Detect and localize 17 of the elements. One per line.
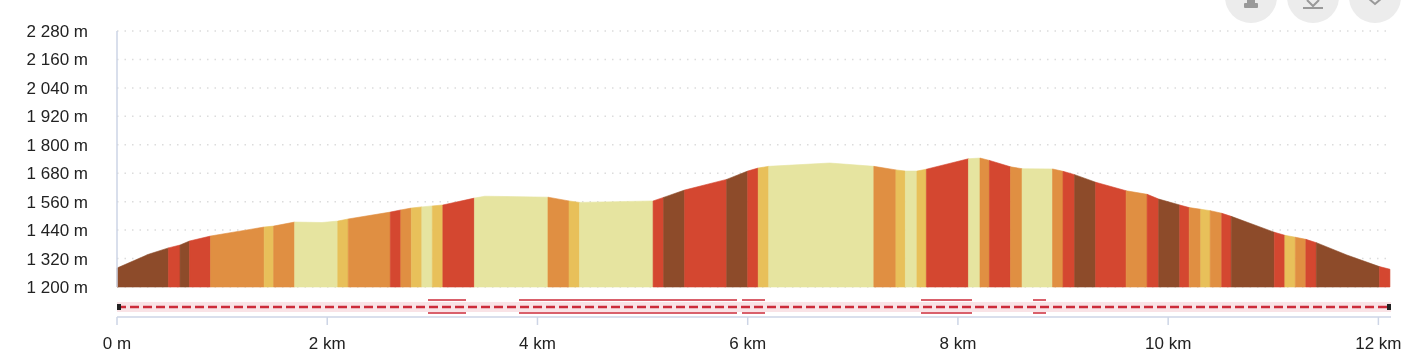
y-tick-label: 1 800 m	[26, 135, 88, 155]
y-tick-label: 1 920 m	[26, 107, 88, 127]
x-tick-label: 2 km	[308, 334, 346, 353]
x-tick-label: 0 m	[102, 334, 132, 353]
y-tick-label: 1 320 m	[26, 249, 88, 269]
x-tick-label: 12 km	[1355, 334, 1402, 353]
y-tick-label: 1 440 m	[26, 221, 88, 241]
y-tick-label: 2 160 m	[26, 50, 88, 70]
x-tick-label: 6 km	[729, 334, 767, 353]
y-tick-label: 1 560 m	[26, 192, 88, 212]
y-tick-label: 2 040 m	[26, 78, 88, 98]
x-tick-label: 10 km	[1145, 334, 1192, 353]
y-tick-label: 2 280 m	[26, 21, 88, 41]
y-tick-label: 1 200 m	[26, 277, 88, 297]
y-tick-label: 1 680 m	[26, 164, 88, 184]
x-tick-label: 4 km	[519, 334, 556, 353]
x-tick-label: 8 km	[939, 334, 977, 353]
